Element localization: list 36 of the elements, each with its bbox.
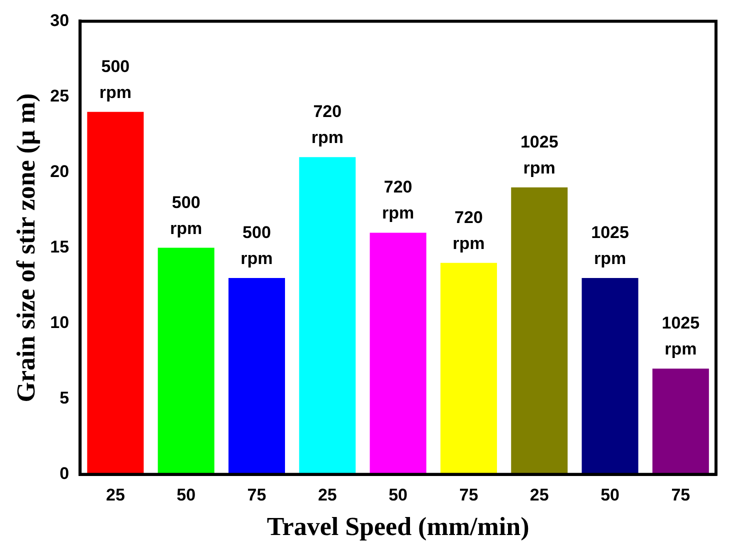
bar <box>440 262 497 474</box>
annotation: 500 rpm <box>170 192 202 238</box>
x-tick-label: 50 <box>176 485 196 504</box>
x-tick-label: 50 <box>600 485 620 504</box>
x-axis-title: Travel Speed (mm/min) <box>266 512 530 542</box>
annotation: 720 rpm <box>452 208 485 253</box>
annotation: 500 rpm <box>99 56 132 102</box>
annotation: 1025 rpm <box>662 314 700 359</box>
y-tick-label: 5 <box>60 388 70 408</box>
bar <box>511 187 568 474</box>
bar <box>582 278 638 474</box>
bar <box>370 232 426 474</box>
bar <box>228 278 286 474</box>
annotation: 720 rpm <box>311 102 344 148</box>
y-tick-label: 25 <box>50 86 70 106</box>
y-tick-label: 15 <box>50 237 70 256</box>
x-tick-label: 25 <box>106 485 125 504</box>
x-tick-label: 75 <box>671 485 690 504</box>
annotation: 720 rpm <box>382 178 414 223</box>
y-tick-label: 30 <box>50 10 70 30</box>
x-tick-label: 75 <box>459 485 478 504</box>
annotation: 1025 rpm <box>591 223 629 268</box>
annotation: 500 rpm <box>240 223 273 268</box>
x-tick-label: 25 <box>530 485 549 504</box>
annotation: 1025 rpm <box>520 132 558 178</box>
x-tick-label: 50 <box>388 485 408 504</box>
bar <box>652 368 709 474</box>
bar <box>299 157 356 474</box>
y-tick-label: 10 <box>50 313 70 332</box>
bar <box>87 112 144 474</box>
y-tick-label: 20 <box>50 162 70 181</box>
y-tick-label: 0 <box>60 464 70 484</box>
x-tick-label: 25 <box>318 485 337 504</box>
bar <box>158 248 214 474</box>
x-tick-label: 75 <box>247 485 266 504</box>
y-axis-title: Grain size of stir zone (μ m) <box>11 93 40 402</box>
